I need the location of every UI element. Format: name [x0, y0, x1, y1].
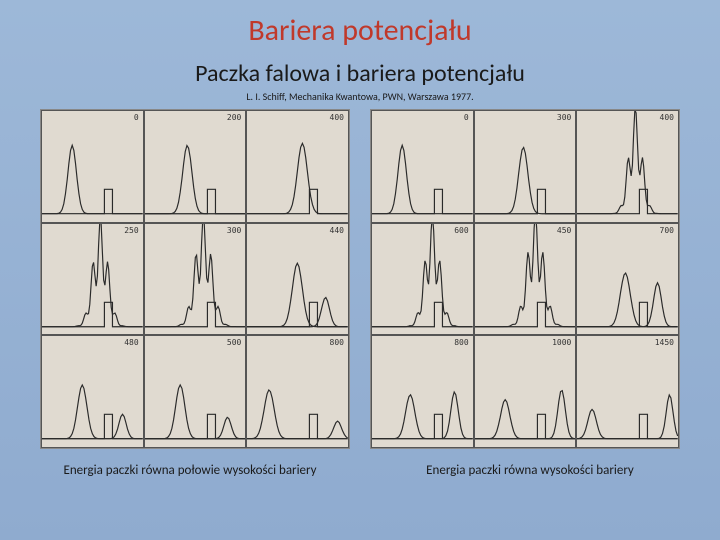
cell-time-label: 500 — [227, 338, 241, 347]
wave-cell: 0 — [371, 110, 474, 223]
wave-cell: 800 — [371, 335, 474, 448]
captions-row: Energia paczki równa połowie wysokości b… — [0, 463, 720, 478]
wave-cell: 400 — [246, 110, 349, 223]
page-title: Bariera potencjału — [0, 0, 720, 49]
wave-cell: 800 — [246, 335, 349, 448]
figures-row: 0 200 400 250 300 440 480 500 800 0 300 400 600 450 7… — [0, 109, 720, 449]
wave-cell: 250 — [41, 223, 144, 336]
caption-left: Energia paczki równa połowie wysokości b… — [20, 463, 360, 478]
wave-cell: 440 — [246, 223, 349, 336]
cell-time-label: 1450 — [655, 338, 674, 347]
caption-right: Energia paczki równa wysokości bariery — [360, 463, 700, 478]
wave-cell: 600 — [371, 223, 474, 336]
cell-time-label: 700 — [660, 226, 674, 235]
wave-cell: 300 — [144, 223, 247, 336]
left-grid: 0 200 400 250 300 440 480 500 800 — [41, 110, 349, 448]
cell-time-label: 600 — [454, 226, 468, 235]
wave-cell: 1450 — [576, 335, 679, 448]
wave-cell: 300 — [474, 110, 577, 223]
citation: L. I. Schiff, Mechanika Kwantowa, PWN, W… — [0, 90, 720, 103]
cell-time-label: 1000 — [552, 338, 571, 347]
wave-cell: 700 — [576, 223, 679, 336]
cell-time-label: 400 — [330, 113, 344, 122]
cell-time-label: 800 — [454, 338, 468, 347]
left-figure-panel: 0 200 400 250 300 440 480 500 800 — [40, 109, 350, 449]
cell-time-label: 800 — [330, 338, 344, 347]
wave-cell: 0 — [41, 110, 144, 223]
wave-cell: 480 — [41, 335, 144, 448]
cell-time-label: 440 — [330, 226, 344, 235]
wave-cell: 500 — [144, 335, 247, 448]
right-figure-panel: 0 300 400 600 450 700 800 1000 1450 — [370, 109, 680, 449]
right-grid: 0 300 400 600 450 700 800 1000 1450 — [371, 110, 679, 448]
cell-time-label: 450 — [557, 226, 571, 235]
wave-cell: 200 — [144, 110, 247, 223]
cell-time-label: 0 — [464, 113, 469, 122]
cell-time-label: 300 — [227, 226, 241, 235]
cell-time-label: 400 — [660, 113, 674, 122]
cell-time-label: 250 — [124, 226, 138, 235]
wave-cell: 1000 — [474, 335, 577, 448]
cell-time-label: 480 — [124, 338, 138, 347]
cell-time-label: 200 — [227, 113, 241, 122]
cell-time-label: 300 — [557, 113, 571, 122]
subtitle: Paczka falowa i bariera potencjału — [0, 59, 720, 88]
cell-time-label: 0 — [134, 113, 139, 122]
wave-cell: 400 — [576, 110, 679, 223]
wave-cell: 450 — [474, 223, 577, 336]
